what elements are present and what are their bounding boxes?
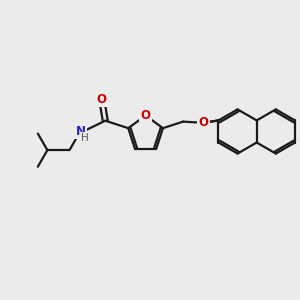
Text: H: H	[81, 133, 88, 143]
Text: O: O	[141, 109, 151, 122]
Text: N: N	[76, 124, 85, 137]
Text: O: O	[97, 93, 107, 106]
Text: O: O	[198, 116, 208, 129]
